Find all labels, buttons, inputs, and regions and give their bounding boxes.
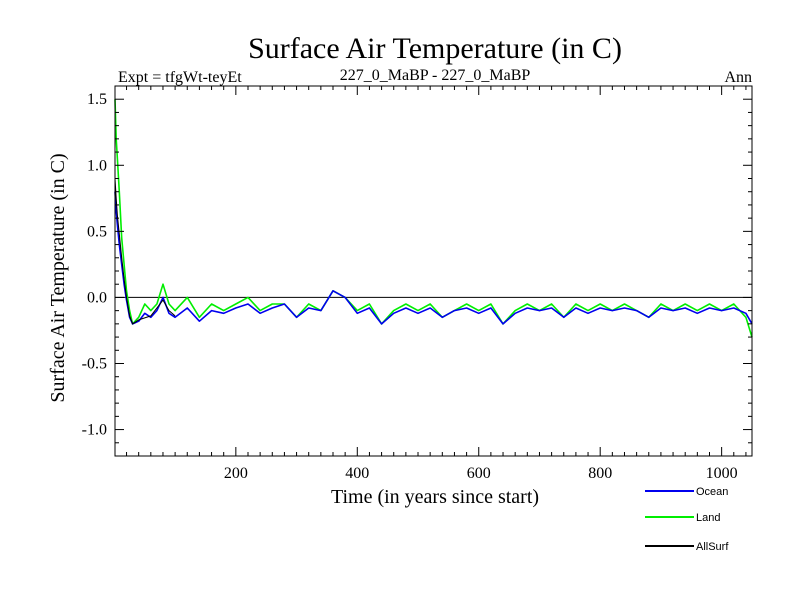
y-tick-label: -1.0 xyxy=(82,422,107,439)
legend-label-ocean: Ocean xyxy=(696,486,728,498)
x-tick-label: 200 xyxy=(224,465,248,482)
x-tick-label: 1000 xyxy=(706,465,738,482)
series-line-land xyxy=(114,99,753,338)
y-tick-label: 0.0 xyxy=(87,289,107,306)
legend-label-allsurf: AllSurf xyxy=(696,541,729,553)
y-tick-label: 1.0 xyxy=(87,157,107,174)
y-tick-label: 1.5 xyxy=(87,91,107,108)
ticks-group: 200 400 600 800 1000 -1.0 -0.5 0.0 0.5 1.0 1.5 xyxy=(82,86,752,482)
series-line-ocean xyxy=(114,191,753,325)
chart-subtitle-center: 227_0_MaBP - 227_0_MaBP xyxy=(340,67,531,84)
x-tick-label: 800 xyxy=(588,465,612,482)
x-axis-label: Time (in years since start) xyxy=(331,486,539,508)
x-tick-label: 400 xyxy=(345,465,369,482)
y-axis-label: Surface Air Temperature (in C) xyxy=(47,153,69,402)
chart-subtitle-right: Ann xyxy=(724,69,752,86)
chart-subtitle-left: Expt = tfgWt-teyEt xyxy=(118,69,242,86)
legend: Ocean Land AllSurf xyxy=(645,486,729,553)
chart-title: Surface Air Temperature (in C) xyxy=(248,32,622,65)
y-tick-label: 0.5 xyxy=(87,223,107,240)
y-tick-label: -0.5 xyxy=(82,356,107,373)
x-tick-label: 600 xyxy=(467,465,491,482)
legend-label-land: Land xyxy=(696,512,720,524)
